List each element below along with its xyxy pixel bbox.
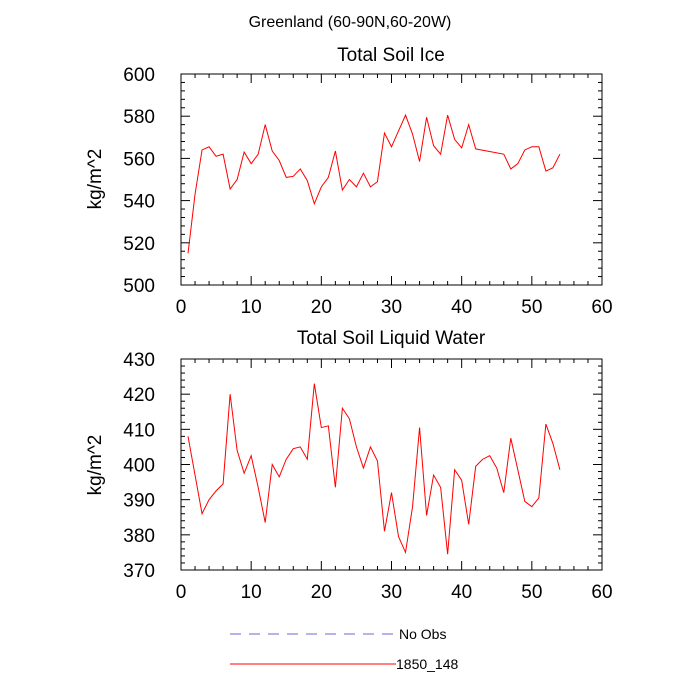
panel-soil-ice: Total Soil Ice kg/m^2 0 10 20 30 40 50 60 500 52… bbox=[85, 45, 613, 318]
legend-label-1850-148: 1850_148 bbox=[396, 656, 459, 672]
y-tick-label: 520 bbox=[123, 234, 155, 255]
plot-frame-soil-ice bbox=[180, 73, 603, 286]
legend-label-no-obs: No Obs bbox=[399, 626, 446, 642]
y-tick-label: 600 bbox=[123, 65, 155, 86]
y-tick-label: 390 bbox=[123, 491, 155, 512]
ylabel-soil-liquid-water: kg/m^2 bbox=[85, 435, 106, 496]
x-tick-label: 30 bbox=[381, 582, 402, 603]
y-tick-label: 380 bbox=[123, 526, 155, 547]
ylabel-soil-ice: kg/m^2 bbox=[85, 149, 106, 210]
x-tick-label: 30 bbox=[381, 297, 402, 318]
plot-frame-soil-liquid-water bbox=[180, 358, 603, 571]
y-tick-label: 500 bbox=[123, 276, 155, 297]
series-line-1850_148 bbox=[187, 113, 561, 254]
y-tick-label: 370 bbox=[123, 561, 155, 582]
x-tick-label: 50 bbox=[521, 582, 542, 603]
series-group-soil-ice bbox=[187, 113, 561, 254]
legend-item-no-obs: No Obs bbox=[230, 626, 446, 642]
x-tick-label: 20 bbox=[311, 582, 332, 603]
panel-title-soil-liquid-water: Total Soil Liquid Water bbox=[297, 328, 486, 349]
y-tick-label: 540 bbox=[123, 192, 155, 213]
y-tick-label: 420 bbox=[123, 385, 155, 406]
axes-soil-liquid-water: 0 10 20 30 40 50 60 370 380 390 400 410 420 430 bbox=[123, 350, 612, 603]
x-tick-label: 50 bbox=[521, 297, 542, 318]
x-tick-label: 20 bbox=[311, 297, 332, 318]
x-tick-label: 60 bbox=[591, 297, 612, 318]
y-tick-label: 430 bbox=[123, 350, 155, 371]
legend-item-1850-148: 1850_148 bbox=[230, 656, 459, 672]
series-line-1850_148 bbox=[187, 383, 561, 555]
figure-title: Greenland (60-90N,60-20W) bbox=[249, 14, 452, 31]
y-tick-label: 580 bbox=[123, 107, 155, 128]
x-tick-label: 10 bbox=[241, 582, 262, 603]
x-tick-label: 0 bbox=[176, 582, 187, 603]
panel-title-soil-ice: Total Soil Ice bbox=[337, 45, 445, 66]
y-tick-label: 400 bbox=[123, 456, 155, 477]
x-tick-label: 40 bbox=[451, 297, 472, 318]
y-tick-label: 560 bbox=[123, 149, 155, 170]
series-group-soil-liquid-water bbox=[187, 383, 561, 555]
x-tick-label: 10 bbox=[241, 297, 262, 318]
x-tick-label: 60 bbox=[591, 582, 612, 603]
axes-soil-ice: 0 10 20 30 40 50 60 500 520 540 560 580 600 bbox=[123, 65, 612, 318]
y-tick-label: 410 bbox=[123, 420, 155, 441]
legend: No Obs 1850_148 bbox=[230, 626, 459, 672]
x-tick-label: 0 bbox=[176, 297, 187, 318]
x-tick-label: 40 bbox=[451, 582, 472, 603]
panel-soil-liquid-water: Total Soil Liquid Water kg/m^2 0 10 20 30 40… bbox=[85, 328, 613, 603]
